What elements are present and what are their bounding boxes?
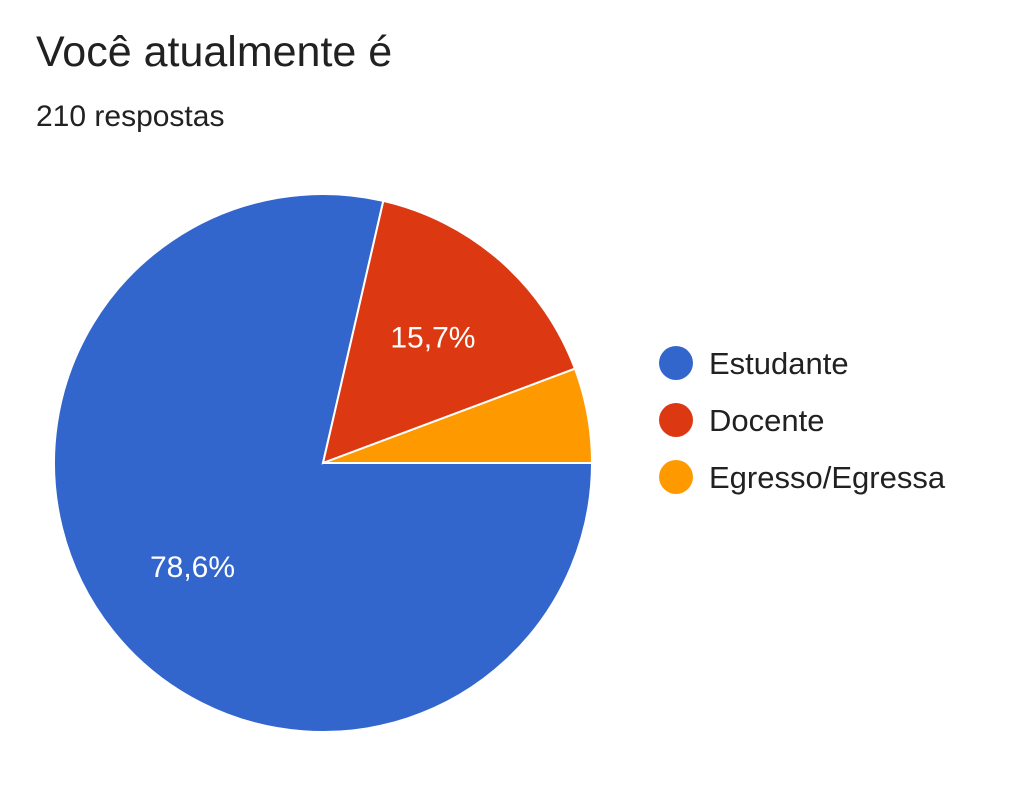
slice-labels: 78,6% 15,7% xyxy=(150,322,475,584)
legend-label-estudante[interactable]: Estudante xyxy=(709,346,849,381)
legend-swatch-docente xyxy=(659,403,693,437)
legend-label-egresso-egressa[interactable]: Egresso/Egressa xyxy=(709,460,946,495)
pie-slices xyxy=(53,193,594,733)
legend: Estudante Docente Egresso/Egressa xyxy=(659,346,946,495)
slice-label-estudante: 78,6% xyxy=(150,551,235,584)
chart-title: Você atualmente é xyxy=(36,28,393,76)
legend-label-docente[interactable]: Docente xyxy=(709,403,824,438)
pie-slice-docente[interactable] xyxy=(321,199,577,465)
slice-label-docente: 15,7% xyxy=(390,322,475,355)
pie-slice-egresso-egressa[interactable] xyxy=(322,367,594,464)
legend-swatch-egresso-egressa xyxy=(659,460,693,494)
response-count: 210 respostas xyxy=(36,100,225,133)
legend-swatch-estudante xyxy=(659,346,693,380)
